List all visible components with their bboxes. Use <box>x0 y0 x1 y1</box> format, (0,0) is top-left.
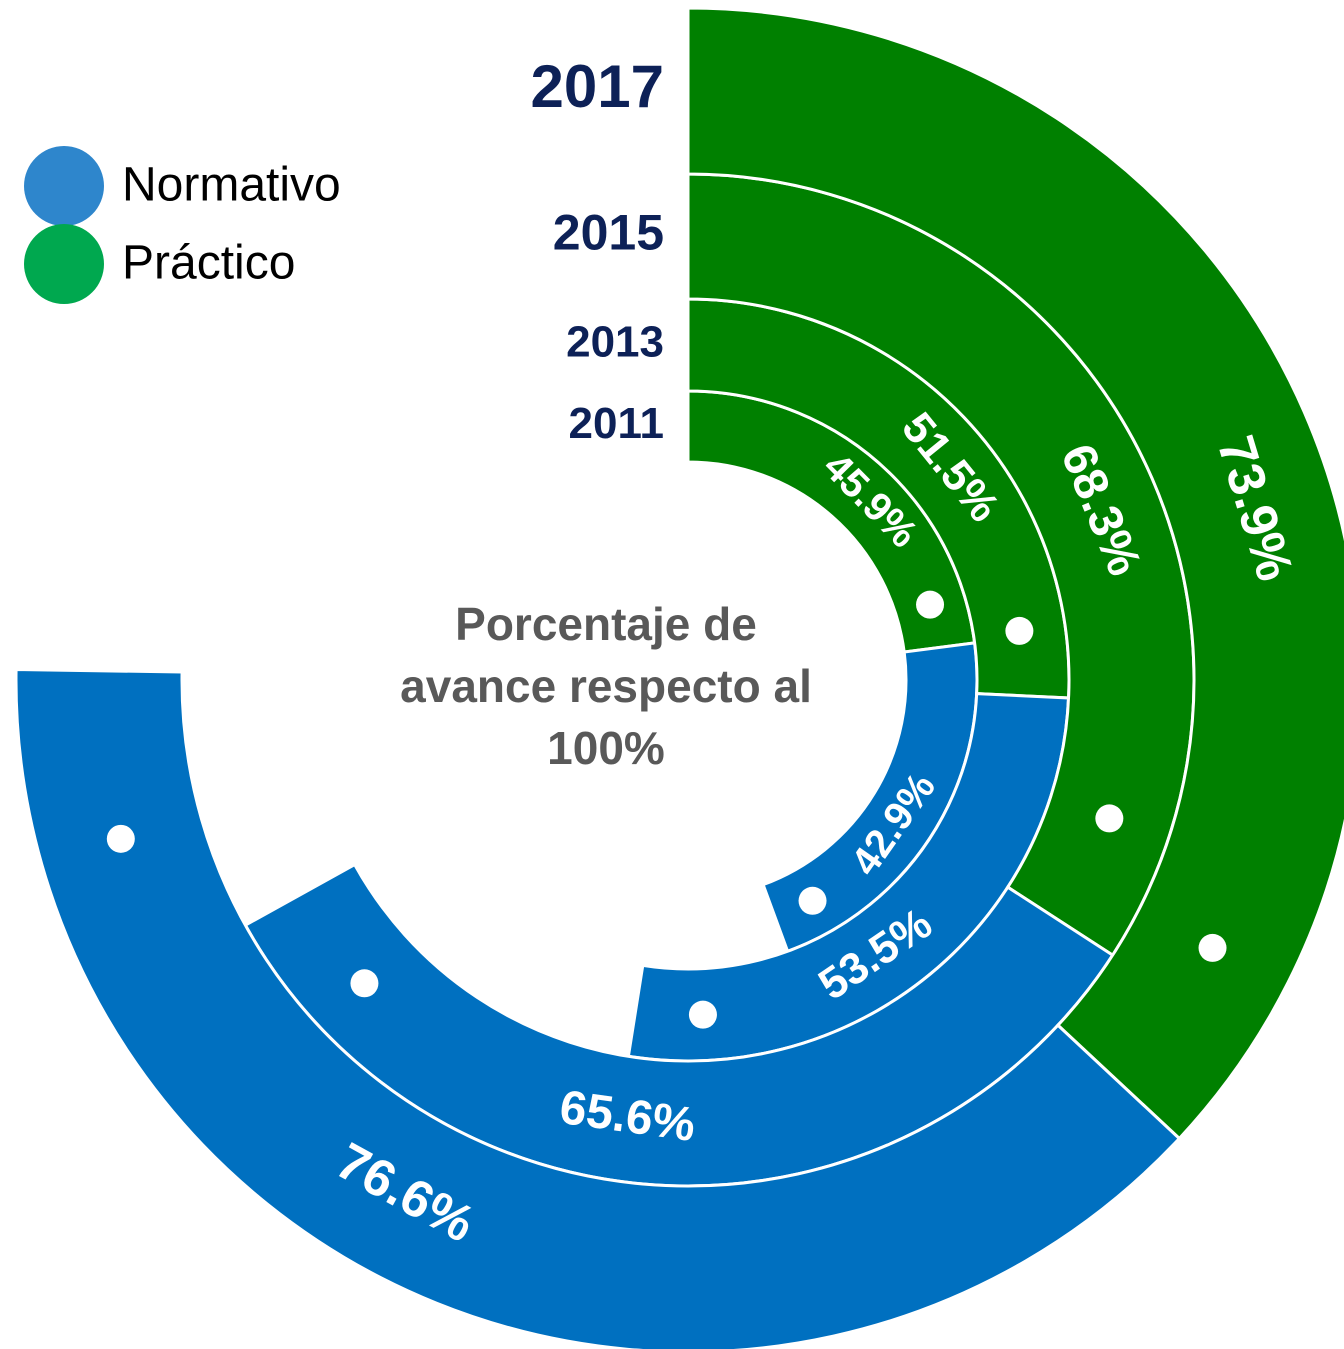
segment-dot <box>916 590 945 619</box>
segment-dot <box>1095 804 1124 833</box>
segment-dot <box>106 824 135 853</box>
center-label: avance respecto al <box>400 660 812 712</box>
legend-label: Práctico <box>122 237 295 290</box>
legend-label: Normativo <box>122 159 341 212</box>
year-label: 2013 <box>566 318 664 367</box>
legend-swatch <box>24 146 104 226</box>
year-label: 2015 <box>553 205 664 261</box>
segment-dot <box>1005 616 1034 645</box>
segment-dot <box>798 886 827 915</box>
segment-dot <box>350 969 379 998</box>
ring-segment <box>14 667 1182 1349</box>
year-label: 2017 <box>531 53 664 120</box>
legend-swatch <box>24 224 104 304</box>
segment-dot <box>1198 933 1227 962</box>
ring-segment <box>686 6 1344 1141</box>
year-label: 2011 <box>569 399 664 448</box>
center-label: 100% <box>547 722 665 774</box>
center-label: Porcentaje de <box>455 598 757 650</box>
segment-dot <box>688 1000 717 1029</box>
